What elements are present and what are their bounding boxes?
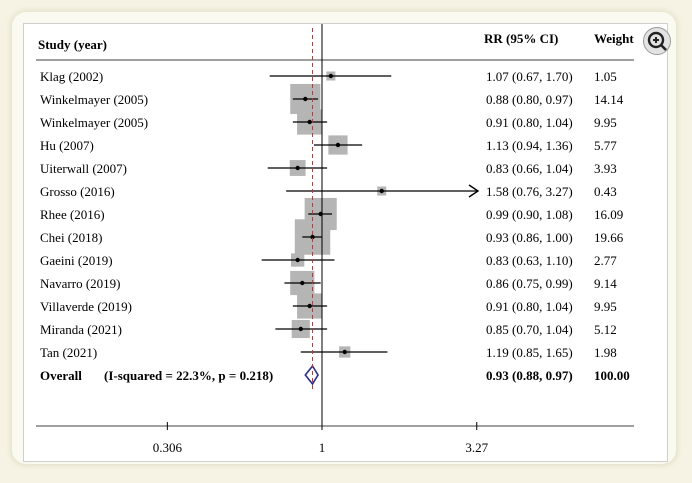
forest-plot-frame <box>23 23 668 462</box>
rr-ci-value: 0.83 (0.66, 1.04) <box>486 161 573 176</box>
point-estimate <box>310 234 315 240</box>
overall-weight: 100.00 <box>594 368 630 383</box>
study-row: Rhee (2016) 0.99 (0.90, 1.08) 16.09 <box>40 197 623 231</box>
study-label: Navarro (2019) <box>40 276 121 291</box>
rr-ci-value: 0.99 (0.90, 1.08) <box>486 207 573 222</box>
study-row: Winkelmayer (2005) 0.88 (0.80, 0.97) 14.14 <box>40 83 624 115</box>
point-estimate <box>307 119 312 125</box>
x-tick-label: 0.306 <box>153 440 183 455</box>
weight-value: 9.95 <box>594 115 617 130</box>
point-estimate <box>328 73 334 79</box>
point-estimate <box>335 142 341 148</box>
weight-value: 0.43 <box>594 184 617 199</box>
overall-row: Overall (I-squared = 22.3%, p = 0.218) 0.9… <box>40 364 630 386</box>
study-row: Hu (2007) 1.13 (0.94, 1.36) 5.77 <box>40 135 617 155</box>
weight-value: 9.14 <box>594 276 617 291</box>
point-estimate <box>300 280 305 286</box>
weight-value: 5.77 <box>594 138 617 153</box>
weight-value: 1.05 <box>594 69 617 84</box>
header-row: Study (year) RR (95% CI) Weight <box>38 31 634 52</box>
study-row: Chei (2018) 0.93 (0.86, 1.00) 19.66 <box>40 219 624 255</box>
overall-rr-ci: 0.93 (0.88, 0.97) <box>486 368 573 383</box>
weight-value: 19.66 <box>594 230 624 245</box>
rr-ci-value: 0.88 (0.80, 0.97) <box>486 92 573 107</box>
weight-value: 9.95 <box>594 299 617 314</box>
study-label: Gaeini (2019) <box>40 253 113 268</box>
point-estimate <box>307 303 312 309</box>
weight-value: 14.14 <box>594 92 624 107</box>
study-label: Winkelmayer (2005) <box>40 115 148 130</box>
zoom-in-icon <box>647 31 667 51</box>
study-label: Hu (2007) <box>40 138 94 153</box>
weight-column-header: Weight <box>594 31 634 46</box>
study-row: Winkelmayer (2005) 0.91 (0.80, 1.04) 9.95 <box>40 109 617 135</box>
rr-ci-value: 0.91 (0.80, 1.04) <box>486 299 573 314</box>
study-label: Villaverde (2019) <box>40 299 132 314</box>
point-estimate <box>295 165 300 171</box>
zoom-in-button[interactable] <box>643 27 671 55</box>
weight-value: 1.98 <box>594 345 617 360</box>
study-row: Uiterwall (2007) 0.83 (0.66, 1.04) 3.93 <box>40 160 617 176</box>
rr-ci-value: 1.07 (0.67, 1.70) <box>486 69 573 84</box>
rr-ci-value: 1.19 (0.85, 1.65) <box>486 345 573 360</box>
rr-ci-value: 1.58 (0.76, 3.27) <box>486 184 573 199</box>
study-row: Klag (2002) 1.07 (0.67, 1.70) 1.05 <box>40 69 617 84</box>
rr-ci-value: 1.13 (0.94, 1.36) <box>486 138 573 153</box>
point-estimate <box>303 96 308 102</box>
weight-value: 2.77 <box>594 253 617 268</box>
study-column-header: Study (year) <box>38 37 107 52</box>
study-label: Winkelmayer (2005) <box>40 92 148 107</box>
study-row: Navarro (2019) 0.86 (0.75, 0.99) 9.14 <box>40 270 617 296</box>
weight-value: 16.09 <box>594 207 623 222</box>
point-estimate <box>379 188 384 194</box>
study-row: Grosso (2016) 1.58 (0.76, 3.27) 0.43 <box>40 184 617 199</box>
heterogeneity-stats: (I-squared = 22.3%, p = 0.218) <box>104 368 273 383</box>
weight-value: 5.12 <box>594 322 617 337</box>
rr-column-header: RR (95% CI) <box>484 31 558 46</box>
study-label: Grosso (2016) <box>40 184 115 199</box>
study-row: Gaeini (2019) 0.83 (0.63, 1.10) 2.77 <box>40 253 617 268</box>
rr-ci-value: 0.86 (0.75, 0.99) <box>486 276 573 291</box>
ci-arrow <box>468 184 480 198</box>
x-tick-label: 1 <box>319 440 326 455</box>
study-row: Tan (2021) 1.19 (0.85, 1.65) 1.98 <box>40 345 617 360</box>
study-row: Villaverde (2019) 0.91 (0.80, 1.04) 9.95 <box>40 293 617 319</box>
weight-value: 3.93 <box>594 161 617 176</box>
point-estimate <box>342 349 347 355</box>
rr-ci-value: 0.85 (0.70, 1.04) <box>486 322 573 337</box>
study-label: Miranda (2021) <box>40 322 122 337</box>
rr-ci-value: 0.91 (0.80, 1.04) <box>486 115 573 130</box>
x-tick-label: 3.27 <box>465 440 488 455</box>
point-estimate <box>295 257 300 263</box>
overall-diamond <box>304 364 319 386</box>
study-row: Miranda (2021) 0.85 (0.70, 1.04) 5.12 <box>40 319 617 339</box>
study-label: Rhee (2016) <box>40 207 105 222</box>
overall-label: Overall <box>40 368 82 383</box>
point-estimate <box>298 326 303 332</box>
rr-ci-value: 0.93 (0.86, 1.00) <box>486 230 573 245</box>
study-label: Uiterwall (2007) <box>40 161 127 176</box>
study-label: Klag (2002) <box>40 69 103 84</box>
study-label: Tan (2021) <box>40 345 97 360</box>
rr-ci-value: 0.83 (0.63, 1.10) <box>486 253 573 268</box>
study-label: Chei (2018) <box>40 230 102 245</box>
